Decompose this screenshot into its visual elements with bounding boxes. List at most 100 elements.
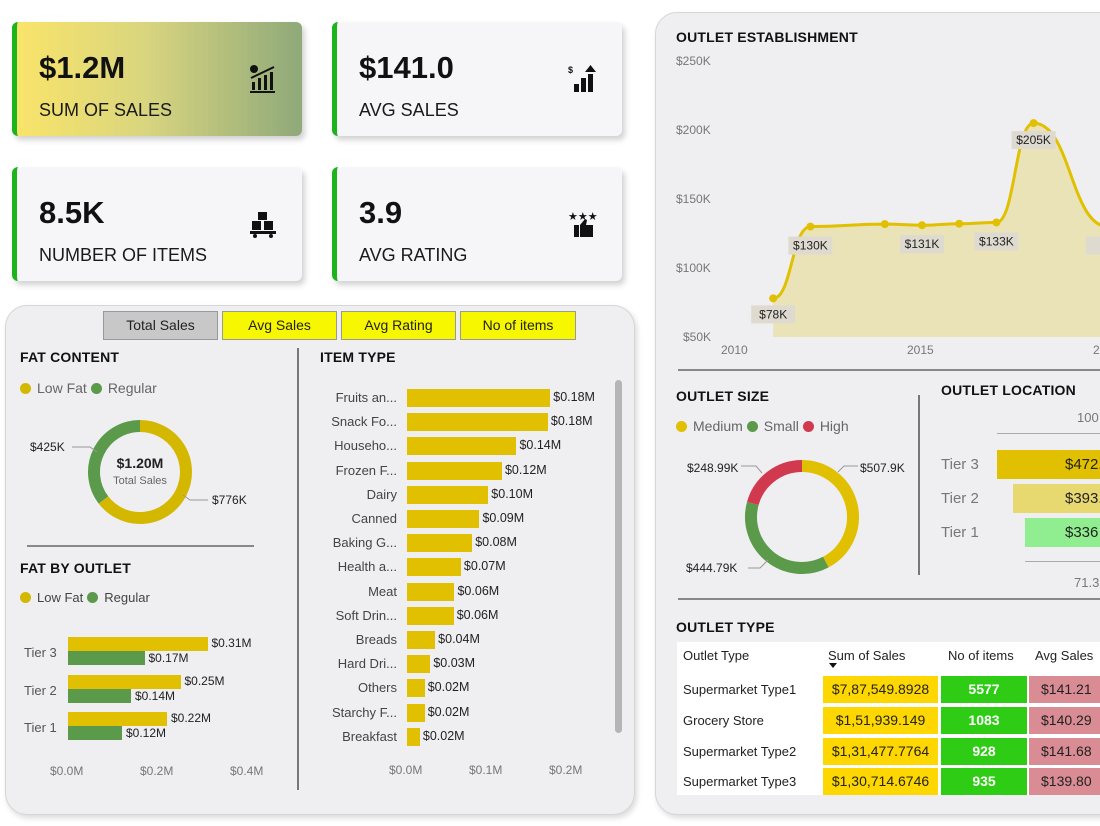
data-point[interactable]: [769, 294, 778, 303]
bar-label: $0.02M: [427, 704, 470, 719]
item-bar: [407, 413, 548, 432]
category-label: Starchy F...: [331, 704, 397, 720]
svg-text:$: $: [568, 65, 573, 75]
data-point[interactable]: [1029, 119, 1038, 128]
y-tick: $150K: [676, 192, 711, 206]
fat-by-outlet-legend: Low Fat Regular: [20, 590, 150, 605]
item-bar: [407, 703, 425, 722]
item-bar: [407, 485, 489, 504]
total-sales-button[interactable]: Total Sales: [103, 311, 218, 340]
legend-small: Small: [763, 418, 799, 434]
avg-sales-cell: $139.80: [1029, 768, 1100, 795]
donut-slice-regular[interactable]: [88, 420, 141, 504]
outlet-location-title: OUTLET LOCATION: [941, 382, 1076, 398]
category-label: Meat: [368, 583, 397, 599]
item-type-title: ITEM TYPE: [320, 349, 396, 365]
tier-label: Tier 3: [24, 645, 57, 660]
bar-regular: [68, 689, 131, 703]
sales-growth-icon: [250, 65, 275, 93]
bar-regular: [68, 726, 122, 740]
column-header[interactable]: No of items: [948, 648, 1014, 663]
data-point[interactable]: [955, 219, 964, 228]
data-point[interactable]: [992, 218, 1001, 227]
bar-regular: [68, 651, 145, 665]
item-bar: [407, 727, 420, 746]
item-bar: [407, 558, 461, 577]
legend-dot-regular: [87, 592, 99, 603]
category-label: Fruits an...: [335, 390, 397, 405]
bar-label: $0.03M: [433, 656, 476, 671]
axis-tick: $0.2M: [549, 763, 583, 777]
legend-dot-low-fat: [20, 382, 31, 394]
kpi-value: 3.9: [359, 195, 403, 230]
area-fill: [773, 123, 1100, 337]
x-tick: 2010: [721, 343, 748, 357]
sum-of-sales-cell: $7,87,549.8928: [823, 676, 938, 703]
location-bar: $336: [1025, 518, 1100, 547]
vertical-divider: [918, 395, 920, 575]
label-small-value: $444.79K: [686, 561, 738, 575]
category-label: Hard Dri...: [337, 656, 397, 672]
bar-label: $0.22M: [171, 711, 212, 725]
column-header[interactable]: Avg Sales: [1035, 648, 1094, 663]
svg-text:★★★: ★★★: [568, 211, 598, 223]
bar-label: $0.14M: [519, 438, 562, 453]
item-bar: [407, 389, 551, 407]
avg-rating-button[interactable]: Avg Rating: [341, 311, 456, 340]
data-label-bg: [1011, 131, 1056, 150]
donut-slice-high[interactable]: [747, 460, 803, 506]
donut-slice-medium[interactable]: [801, 460, 859, 568]
outlet-establishment-title: OUTLET ESTABLISHMENT: [676, 29, 858, 45]
axis-tick: $0.2M: [140, 764, 174, 778]
bar-label: $0.10M: [491, 486, 533, 501]
category-label: Others: [357, 680, 397, 696]
legend-regular: Regular: [107, 380, 157, 396]
axis-tick: $0.4M: [230, 764, 264, 778]
data-label: $130K: [793, 239, 828, 253]
dollar-bar-up-icon: $: [568, 65, 596, 92]
legend-low-fat: Low Fat: [37, 380, 87, 396]
bar-label: $0.04M: [438, 632, 480, 646]
column-header-sorted[interactable]: Sum of Sales: [828, 648, 906, 663]
label-medium-value: $507.9K: [860, 461, 905, 475]
column-header[interactable]: Outlet Type: [683, 648, 750, 663]
bar-label: $0.12M: [126, 726, 167, 740]
section-divider: [27, 545, 254, 547]
data-label-bg: [751, 305, 796, 324]
scrollbar[interactable]: [615, 380, 622, 733]
tier-label: Tier 1: [24, 720, 57, 735]
item-bar: [407, 461, 502, 480]
data-label-bg: [788, 236, 833, 255]
location-bar: $393.: [1013, 484, 1100, 513]
data-label: $131K: [905, 237, 940, 251]
fat-content-title: FAT CONTENT: [20, 349, 120, 365]
bar-label: $0.09M: [482, 511, 525, 525]
y-tick: $200K: [676, 123, 711, 137]
section-divider: [678, 598, 1100, 600]
bar-label: $0.31M: [211, 636, 252, 650]
fat-content-legend: Low Fat Regular: [20, 380, 157, 396]
data-point[interactable]: [918, 221, 926, 230]
legend-low-fat: Low Fat: [37, 590, 84, 605]
outlet-type-cell: Supermarket Type3: [683, 774, 797, 789]
outlet-size-title: OUTLET SIZE: [676, 388, 770, 404]
bar-low-fat: [68, 712, 167, 726]
legend-dot-medium: [676, 420, 687, 432]
data-point[interactable]: [806, 222, 815, 231]
bar-low-fat: [68, 637, 208, 651]
donut-slice-low-fat[interactable]: [98, 420, 192, 524]
vertical-divider: [297, 348, 299, 790]
data-label: $133K: [979, 234, 1014, 248]
kpi-card-avg-sales: $141.0 AVG SALES $: [332, 22, 622, 136]
no-of-items-button[interactable]: No of items: [460, 311, 576, 340]
x-tick: 2015: [907, 343, 934, 357]
donut-slice-small[interactable]: [745, 501, 829, 574]
data-label-bg: [974, 232, 1019, 251]
kpi-value: $141.0: [359, 50, 454, 85]
data-point[interactable]: [880, 220, 889, 229]
bar-label: $0.07M: [463, 559, 506, 574]
avg-sales-cell: $140.29: [1029, 707, 1100, 734]
y-tick: $100K: [676, 261, 711, 275]
avg-sales-button[interactable]: Avg Sales: [222, 311, 337, 340]
tier-label: Tier 1: [941, 524, 979, 541]
